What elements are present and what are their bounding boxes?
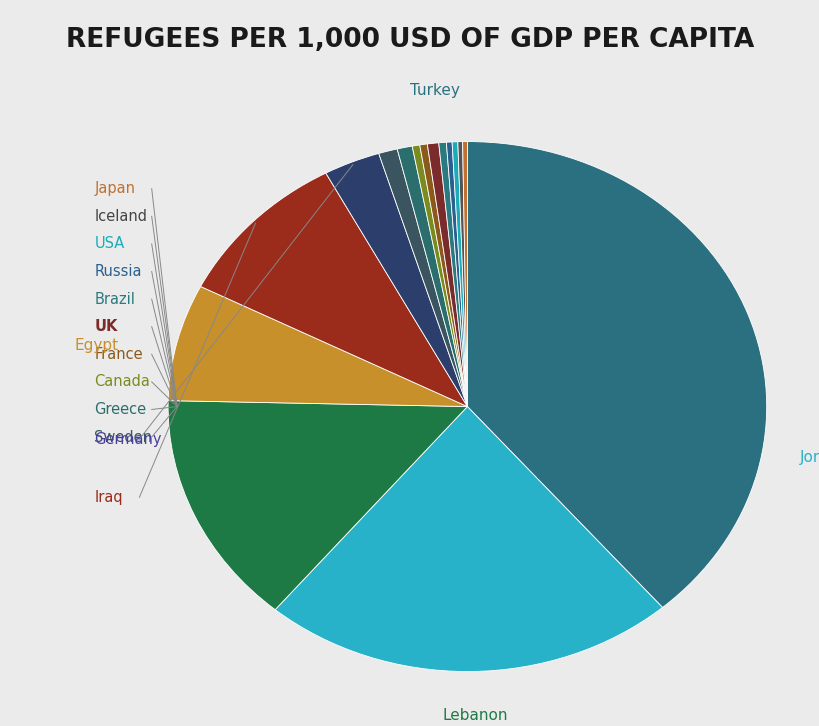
Wedge shape — [438, 142, 467, 407]
Text: UK: UK — [94, 319, 118, 334]
Text: Lebanon: Lebanon — [442, 708, 508, 722]
Wedge shape — [168, 287, 467, 407]
Wedge shape — [325, 153, 467, 407]
Text: Jordan: Jordan — [799, 450, 819, 465]
Text: Canada: Canada — [94, 375, 150, 389]
Wedge shape — [457, 142, 467, 407]
Text: Turkey: Turkey — [410, 83, 459, 98]
Text: Greece: Greece — [94, 402, 147, 417]
Text: Sweden: Sweden — [94, 430, 152, 444]
Wedge shape — [168, 401, 467, 610]
Wedge shape — [446, 142, 467, 407]
Text: Russia: Russia — [94, 264, 142, 279]
Text: Egypt: Egypt — [75, 338, 119, 354]
Wedge shape — [427, 143, 467, 407]
Wedge shape — [451, 142, 467, 407]
Wedge shape — [378, 149, 467, 407]
Text: Iceland: Iceland — [94, 209, 147, 224]
Text: Brazil: Brazil — [94, 292, 135, 306]
Text: USA: USA — [94, 237, 124, 251]
Wedge shape — [275, 407, 662, 672]
Wedge shape — [201, 173, 467, 407]
Wedge shape — [462, 142, 467, 407]
Wedge shape — [419, 144, 467, 407]
Wedge shape — [412, 145, 467, 407]
Text: Germany: Germany — [94, 432, 161, 446]
Text: France: France — [94, 347, 143, 362]
Text: Japan: Japan — [94, 182, 135, 196]
Wedge shape — [396, 146, 467, 407]
Text: Iraq: Iraq — [94, 490, 123, 505]
Wedge shape — [467, 142, 766, 608]
Text: REFUGEES PER 1,000 USD OF GDP PER CAPITA: REFUGEES PER 1,000 USD OF GDP PER CAPITA — [66, 27, 753, 53]
